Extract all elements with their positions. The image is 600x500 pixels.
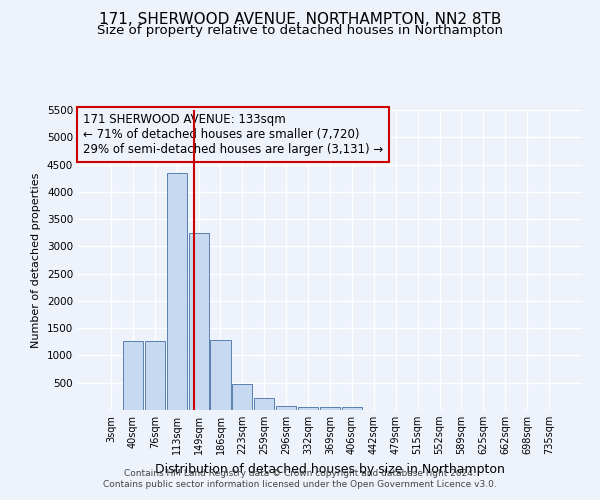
Bar (123, 340, 143, 410)
Text: 171 SHERWOOD AVENUE: 133sqm
← 71% of detached houses are smaller (7,720)
29% of : 171 SHERWOOD AVENUE: 133sqm ← 71% of det… (83, 113, 383, 156)
Text: Size of property relative to detached houses in Northampton: Size of property relative to detached ho… (97, 24, 503, 37)
Bar (276, 406, 296, 410)
Bar (167, 172, 187, 410)
Bar (232, 384, 253, 410)
Bar (342, 408, 362, 410)
Text: 171, SHERWOOD AVENUE, NORTHAMPTON, NN2 8TB: 171, SHERWOOD AVENUE, NORTHAMPTON, NN2 8… (99, 12, 501, 28)
Text: Contains public sector information licensed under the Open Government Licence v3: Contains public sector information licen… (103, 480, 497, 489)
Bar (298, 406, 318, 410)
Bar (211, 340, 230, 410)
X-axis label: Distribution of detached houses by size in Northampton: Distribution of detached houses by size … (155, 462, 505, 475)
Text: Contains HM Land Registry data © Crown copyright and database right 2024.: Contains HM Land Registry data © Crown c… (124, 468, 476, 477)
Bar (145, 340, 165, 410)
Y-axis label: Number of detached properties: Number of detached properties (31, 172, 41, 348)
Bar (188, 232, 209, 410)
Bar (254, 398, 274, 410)
Bar (320, 407, 340, 410)
